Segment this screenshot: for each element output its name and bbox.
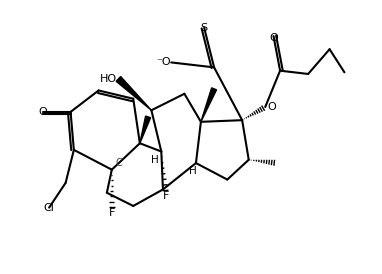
- Text: HO: HO: [100, 74, 117, 84]
- Text: H: H: [189, 166, 196, 176]
- Polygon shape: [116, 76, 151, 110]
- Text: F: F: [108, 208, 115, 218]
- Text: C: C: [115, 158, 122, 168]
- Text: H: H: [151, 155, 159, 165]
- Text: O: O: [267, 102, 276, 112]
- Text: Cl: Cl: [44, 202, 55, 213]
- Text: F: F: [163, 191, 170, 201]
- Text: O: O: [38, 107, 47, 117]
- Polygon shape: [140, 116, 151, 143]
- Text: O: O: [269, 33, 278, 43]
- Text: S: S: [201, 23, 208, 33]
- Polygon shape: [201, 88, 217, 122]
- Text: ⁻O: ⁻O: [157, 58, 171, 67]
